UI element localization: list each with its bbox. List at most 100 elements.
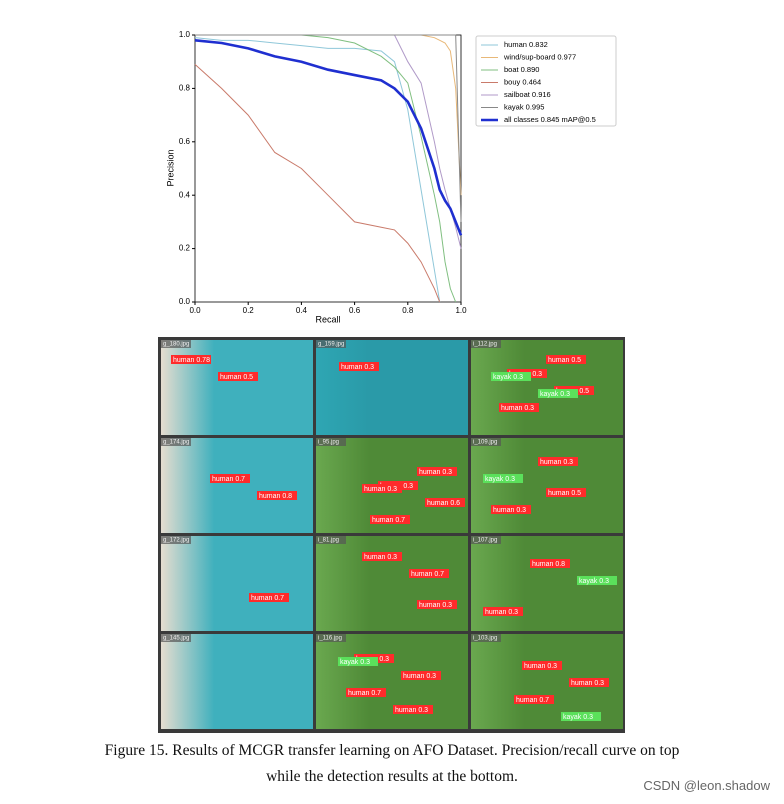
filename-bg [471,438,501,446]
y-tick-label: 1.0 [179,30,191,39]
detection-label: human 0.78 [173,357,210,364]
detection-label-bg [171,355,211,364]
caption-line: Figure 15. Results of MCGR transfer lear… [104,742,680,759]
detection-label-bg [210,474,250,483]
filename: i_112.jpg [473,342,497,348]
detection-label: human 0.3 [485,609,518,616]
detection-label-bg [483,607,523,616]
filename-bg [161,340,191,348]
detection-label: human 0.3 [571,680,604,687]
filename: g_172.jpg [163,538,189,544]
thumbnail [161,438,313,533]
detection-label-bg [362,552,402,561]
detection-label-bg [514,695,554,704]
y-tick-label: 0.6 [179,137,191,146]
filename-bg [161,438,191,446]
filename-bg [161,634,191,642]
detection-label-bg [561,712,601,721]
x-tick-label: 0.8 [402,306,414,315]
detection-label-bg [218,372,258,381]
detection-label: human 0.8 [259,493,292,500]
detection-label: human 0.3 [341,364,374,371]
detection-label: human 0.7 [411,571,444,578]
detection-label-bg [522,661,562,670]
filename: i_107.jpg [473,538,497,544]
detection-label: human 0.3 [419,602,452,609]
detection-label-bg [569,678,609,687]
detection-label: human 0.7 [516,697,549,704]
filename: i_116.jpg [318,636,342,642]
thumbnail [316,634,468,729]
detection-label: human 0.7 [251,595,284,602]
detection-label: human 0.7 [348,690,381,697]
detection-label-bg [346,688,386,697]
detection-label-bg [483,474,523,483]
detection-label: human 0.7 [372,517,405,524]
filename: g_159.jpg [318,342,344,348]
detection-label: human 0.3 [501,405,534,412]
thumbnail [316,536,468,631]
filename: g_145.jpg [163,636,189,642]
x-tick-label: 0.0 [189,306,201,315]
filename: i_103.jpg [473,636,497,642]
thumbnail [316,340,468,435]
pr-curve [194,39,463,236]
detection-label-bg [401,671,441,680]
detection-label-bg [425,498,465,507]
legend-box [475,35,617,127]
y-tick-label: 0.0 [179,297,191,306]
detection-label-bg [393,705,433,714]
detection-label-bg [339,362,379,371]
detection-label-bg [417,467,457,476]
detection-label: human 0.3 [540,459,573,466]
detection-label: human 0.7 [212,476,245,483]
y-axis-label: Precision [165,149,175,186]
filename-bg [316,438,346,446]
pr-curve [195,34,462,196]
detection-label-bg [362,484,402,493]
caption-line: while the detection results at the botto… [266,768,518,785]
detection-label: human 0.3 [419,469,452,476]
detection-label: human 0.3 [493,507,526,514]
detection-label: kayak 0.3 [340,659,370,666]
x-tick-label: 0.2 [243,306,255,315]
detection-label: human 0.3 [524,663,557,670]
pr-curve [194,37,441,303]
detection-label: human 0.3 [364,486,397,493]
filename: g_180.jpg [163,342,189,348]
detection-label-bg [499,403,539,412]
detection-label-bg [538,389,578,398]
filename-bg [316,634,346,642]
y-tick-label: 0.2 [179,244,191,253]
thumbnail [161,536,313,631]
detection-label: human 0.6 [427,500,460,507]
legend-label: wind/sup-board 0.977 [503,52,576,61]
pr-curve [194,63,441,303]
detection-label: kayak 0.3 [493,374,523,381]
x-tick-label: 1.0 [455,306,467,315]
detection-label: human 0.5 [220,374,253,381]
detection-label: kayak 0.3 [540,391,570,398]
x-axis-label: Recall [315,314,340,324]
y-tick-label: 0.8 [179,84,191,93]
watermark: CSDN @leon.shadow [643,778,770,793]
legend-label: kayak 0.995 [504,102,544,111]
detection-label: kayak 0.3 [563,714,593,721]
legend-label: bouy 0.464 [504,77,541,86]
detection-label-bg [546,488,586,497]
detection-label-bg [257,491,297,500]
filename: i_109.jpg [473,440,497,446]
thumbnail [471,438,623,533]
detection-label-bg [538,457,578,466]
detection-label: human 0.8 [532,561,565,568]
detection-label-bg [249,593,289,602]
filename-bg [316,340,346,348]
thumbnail [161,340,313,435]
pr-curve [195,34,462,222]
filename: i_95.jpg [318,440,339,446]
filename-bg [161,536,191,544]
chart: Recall Precision 0.0 0.2 0.4 0.6 0.8 1.0 0.0 0.… [165,30,617,324]
detection-label: kayak 0.3 [579,578,609,585]
filename: g_174.jpg [163,440,189,446]
